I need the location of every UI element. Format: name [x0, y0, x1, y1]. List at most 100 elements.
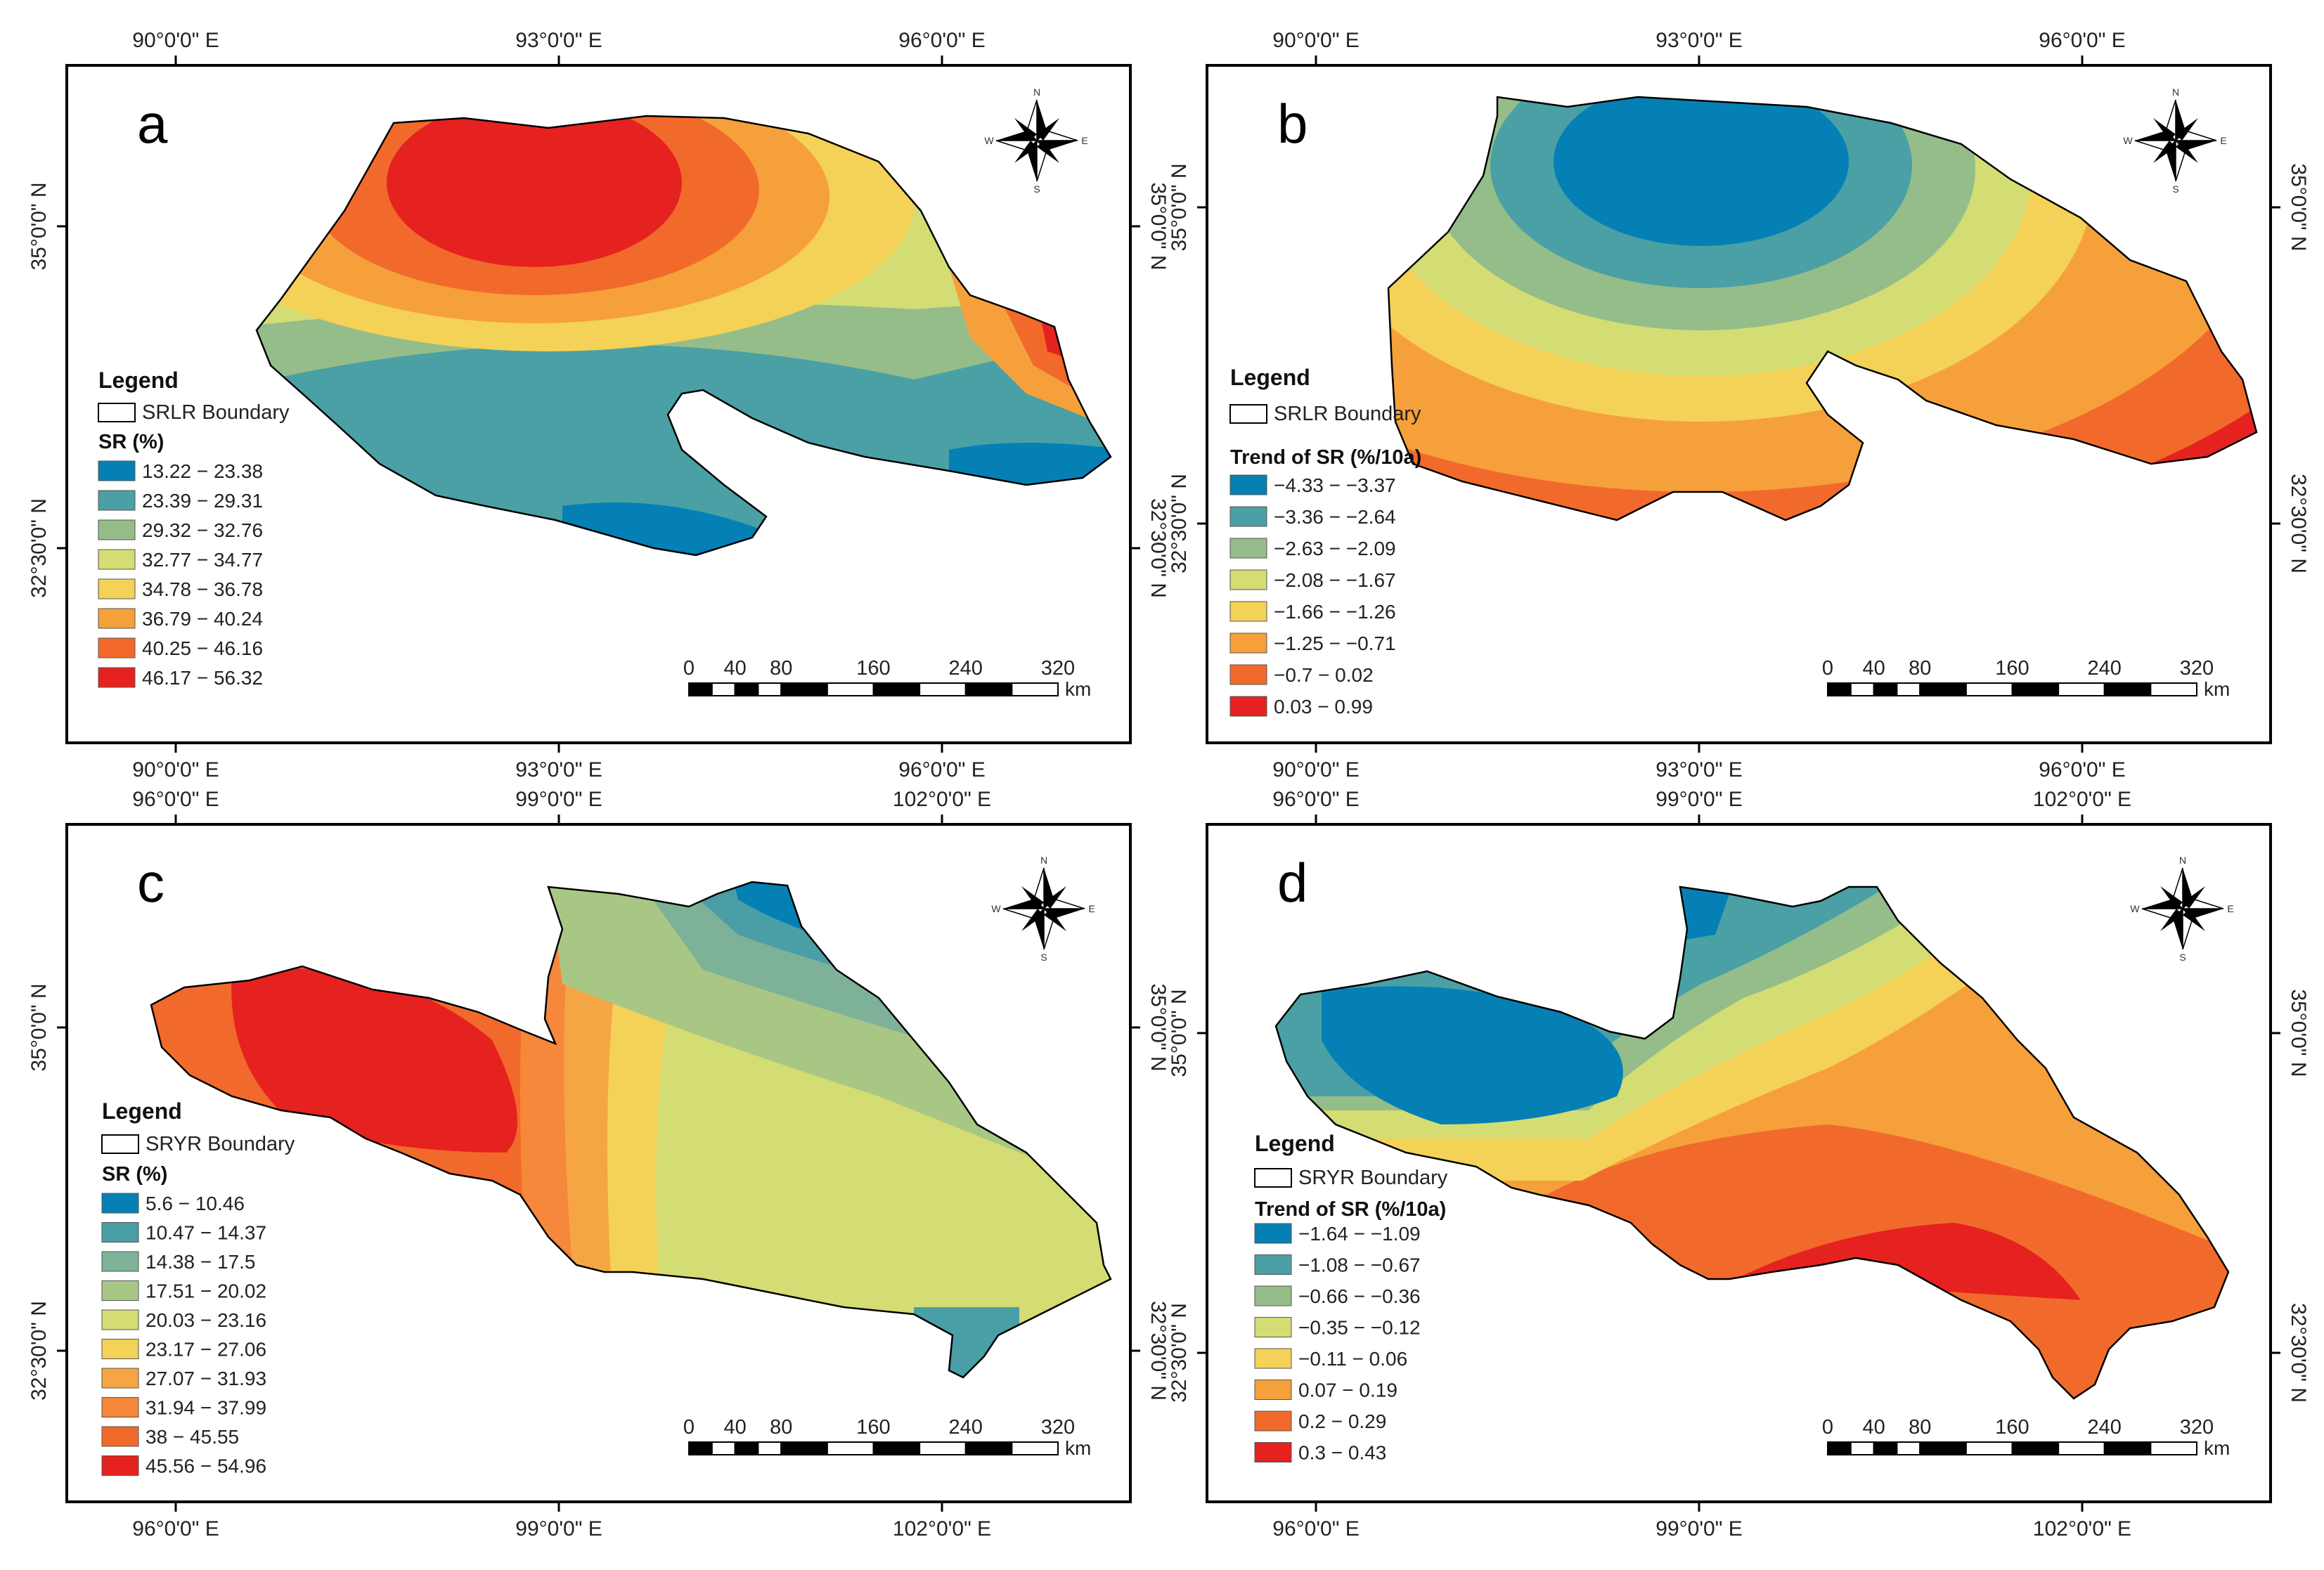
legend-class-label: −1.08 − −0.67	[1298, 1254, 1421, 1276]
legend-swatch	[98, 608, 136, 629]
panel-a	[65, 64, 1132, 744]
compass-e-label: E	[2227, 903, 2233, 914]
scale-bar-label: 160	[856, 657, 890, 680]
legend-swatch	[1229, 664, 1267, 685]
legend-title: Legend	[1230, 365, 1310, 390]
top-longitude-label: 99°0'0" E	[515, 788, 602, 811]
scale-bar-label: 0	[683, 657, 695, 680]
left-latitude-label: 32°30'0" N	[27, 1301, 51, 1401]
panel-letter: b	[1277, 93, 1308, 155]
legend-swatch	[98, 490, 136, 511]
scale-bar-segment	[1896, 682, 1921, 696]
legend-swatch	[1229, 632, 1267, 654]
compass-e-label: E	[1081, 135, 1087, 146]
panel-b	[1206, 64, 2272, 744]
scale-bar-label: 0	[683, 1416, 695, 1439]
bottom-longitude-label: 90°0'0" E	[1272, 758, 1359, 781]
scale-bar-unit: km	[1065, 678, 1091, 700]
scale-bar-label: 80	[770, 1416, 792, 1439]
top-longitude-label: 93°0'0" E	[1655, 29, 1742, 52]
bottom-longitude-label: 96°0'0" E	[898, 758, 985, 781]
legend-title: Legend	[98, 368, 179, 393]
top-longitude-label: 102°0'0" E	[2033, 788, 2131, 811]
scale-bar-segment	[1849, 1441, 1875, 1455]
legend-class-label: −1.25 − −0.71	[1274, 632, 1396, 654]
scale-bar-segment	[1965, 682, 2013, 696]
bottom-longitude-label: 93°0'0" E	[515, 758, 602, 781]
compass-w-label: W	[991, 903, 1001, 914]
scale-bar-unit: km	[1065, 1437, 1091, 1459]
map-region-srlr-trend	[1388, 97, 2257, 520]
scale-bar-segment	[2011, 1441, 2060, 1455]
legend-class-label: −2.63 − −2.09	[1274, 538, 1396, 559]
left-latitude-label: 35°0'0" N	[1168, 163, 1191, 251]
scale-bar-segment	[2058, 682, 2105, 696]
scale-bar-label: 160	[1995, 657, 2029, 680]
region-boundary	[1274, 885, 2230, 1400]
bottom-longitude-label: 93°0'0" E	[1655, 758, 1742, 781]
scale-bar-segment	[1873, 682, 1898, 696]
legend-swatch	[1254, 1442, 1292, 1462]
legend-swatch	[98, 578, 136, 599]
legend-class-label: 0.07 − 0.19	[1298, 1380, 1397, 1401]
panel-d	[1206, 823, 2272, 1503]
compass-n-label: N	[2172, 86, 2179, 98]
bottom-longitude-label: 96°0'0" E	[1272, 1517, 1359, 1540]
right-latitude-label: 35°0'0" N	[2287, 989, 2310, 1077]
compass-n-label: N	[2179, 855, 2186, 866]
legend-class-label: 0.03 − 0.99	[1274, 696, 1373, 718]
scale-bar-segment	[711, 682, 736, 696]
scale-bar-segment	[1827, 682, 1852, 696]
legend-title: Legend	[102, 1098, 182, 1124]
scale-bar-label: 320	[2180, 1416, 2214, 1439]
legend-swatch	[98, 667, 136, 688]
right-latitude-label: 32°30'0" N	[1147, 498, 1170, 598]
top-longitude-label: 93°0'0" E	[515, 29, 602, 52]
region-boundary	[150, 881, 1112, 1379]
north-arrow-icon: N S E W	[991, 855, 1095, 963]
right-latitude-label: 32°30'0" N	[1147, 1301, 1170, 1401]
top-longitude-label: 96°0'0" E	[1272, 788, 1359, 811]
scale-bar-segment	[2103, 1441, 2152, 1455]
legend-swatch	[1229, 474, 1267, 495]
scale-bar-segment	[1965, 1441, 2013, 1455]
compass-n-label: N	[1040, 855, 1047, 866]
legend-class-label: 27.07 − 31.93	[146, 1368, 266, 1389]
legend-class-label: 36.79 − 40.24	[142, 608, 263, 630]
zone-class-8	[387, 116, 682, 267]
legend-class-label: −0.66 − −0.36	[1298, 1285, 1421, 1307]
scale-bar-segment	[1919, 1441, 1967, 1455]
scale-bar-unit: km	[2204, 678, 2230, 700]
legend-swatch	[1229, 569, 1267, 590]
scale-bar-label: 80	[1909, 657, 1931, 680]
panel-letter: a	[137, 93, 168, 155]
legend-class-label: 10.47 − 14.37	[146, 1222, 266, 1244]
compass-w-label: W	[984, 135, 994, 146]
right-latitude-label: 32°30'0" N	[2287, 1303, 2310, 1403]
bottom-longitude-label: 96°0'0" E	[132, 1517, 219, 1540]
scale-bar-label: 40	[1862, 1416, 1885, 1439]
scale-bar-segment	[919, 1441, 967, 1455]
scale-bar-label: 240	[2088, 657, 2122, 680]
legend-swatch	[1229, 601, 1267, 622]
scale-bar-segment	[2150, 1441, 2197, 1455]
zone-class-7b	[998, 295, 1083, 394]
legend-class-label: 32.77 − 34.77	[142, 549, 263, 571]
scale-bar-segment	[964, 682, 1013, 696]
legend-class-label: 17.51 − 20.02	[146, 1280, 266, 1302]
right-latitude-label: 32°30'0" N	[2287, 474, 2310, 573]
legend-swatch	[101, 1251, 139, 1272]
legend-swatch	[101, 1222, 139, 1243]
region-boundary	[1387, 96, 2258, 521]
scale-bar-label: 160	[856, 1416, 890, 1439]
scale-bar-segment	[757, 1441, 782, 1455]
scale-bar-segment	[2150, 682, 2197, 696]
top-longitude-label: 90°0'0" E	[1272, 29, 1359, 52]
legend-swatch	[101, 1193, 139, 1214]
legend-class-label: −4.33 − −3.37	[1274, 474, 1396, 496]
scale-bar-label: 320	[2180, 657, 2214, 680]
left-latitude-label: 32°30'0" N	[1168, 474, 1191, 573]
legend-swatch	[98, 637, 136, 659]
scale-bar-segment	[734, 1441, 759, 1455]
compass-w-label: W	[2123, 135, 2133, 146]
